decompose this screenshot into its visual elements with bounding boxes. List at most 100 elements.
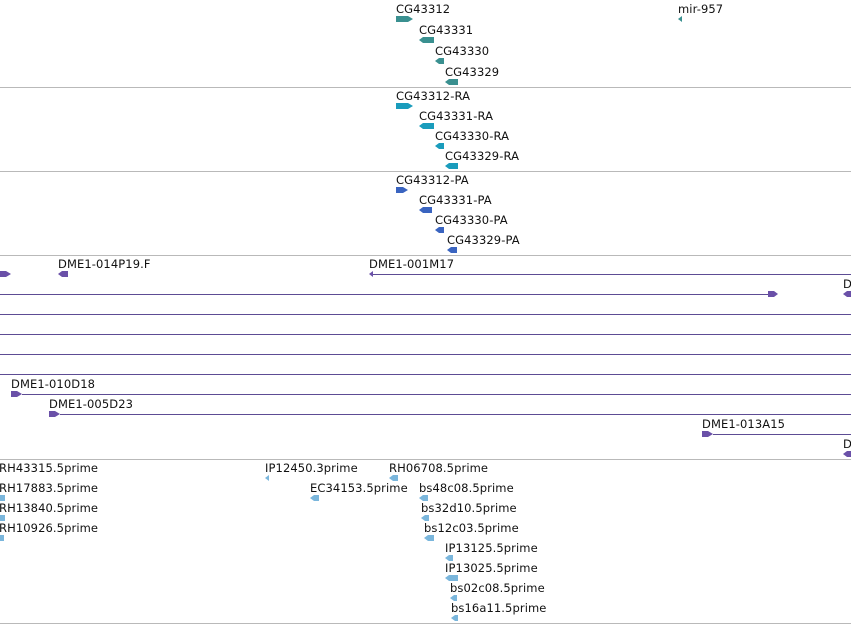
est-feature[interactable] (425, 515, 429, 521)
track-separator (0, 87, 851, 88)
est-feature[interactable] (423, 495, 428, 501)
arrow-right-icon (6, 270, 11, 277)
gene-feature[interactable] (423, 37, 434, 43)
protein-label[interactable]: CG43331-PA (419, 193, 492, 207)
est-feature[interactable] (0, 495, 5, 501)
clone-label[interactable]: DME1-005D23 (49, 397, 134, 411)
clone-feature[interactable] (0, 271, 6, 277)
est-label[interactable]: RH13840.5prime (0, 501, 99, 515)
clone-line[interactable] (0, 294, 768, 295)
clone-line[interactable] (0, 354, 851, 355)
clone-label[interactable]: D (843, 437, 851, 451)
arrow-left-icon (447, 247, 451, 253)
arrow-left-icon (843, 291, 847, 297)
track-separator (0, 255, 851, 256)
protein-feature[interactable] (439, 227, 444, 233)
clone-feature[interactable] (768, 291, 774, 297)
est-feature[interactable] (428, 535, 434, 541)
clone-feature[interactable] (702, 431, 708, 437)
protein-label[interactable]: CG43329-PA (447, 233, 520, 247)
arrow-left-icon (421, 515, 425, 521)
gene-feature[interactable] (449, 79, 458, 85)
transcript-feature[interactable] (449, 163, 458, 169)
transcript-track: CG43312-RA CG43331-RA CG43330-RA CG43329… (0, 88, 851, 171)
gene-label[interactable]: CG43330 (435, 44, 490, 58)
est-label[interactable]: bs32d10.5prime (421, 501, 517, 515)
est-label[interactable]: IP13025.5prime (445, 561, 538, 575)
transcript-label[interactable]: CG43312-RA (396, 89, 471, 103)
clone-label[interactable]: DME1-001M17 (369, 257, 455, 271)
arrow-left-icon (419, 37, 423, 43)
est-label[interactable]: bs12c03.5prime (424, 521, 519, 535)
clone-line[interactable] (0, 334, 851, 335)
arrow-left-icon (424, 535, 428, 541)
arrow-left-icon (58, 271, 62, 277)
est-label[interactable]: IP13125.5prime (445, 541, 538, 555)
clone-line[interactable] (713, 434, 851, 435)
clone-label[interactable]: DME1-013A15 (702, 417, 786, 431)
est-label[interactable]: bs02c08.5prime (450, 581, 545, 595)
clone-feature[interactable] (847, 291, 851, 297)
transcript-label[interactable]: CG43329-RA (445, 149, 520, 163)
est-feature[interactable] (455, 615, 458, 621)
protein-label[interactable]: CG43312-PA (396, 173, 469, 187)
est-label[interactable]: RH43315.5prime (0, 461, 99, 475)
arrow-left-icon (445, 555, 449, 561)
est-label[interactable]: RH06708.5prime (389, 461, 489, 475)
transcript-label[interactable]: CG43331-RA (419, 109, 494, 123)
transcript-feature[interactable] (396, 103, 408, 109)
clone-feature[interactable] (847, 451, 851, 457)
protein-feature[interactable] (423, 207, 432, 213)
protein-feature[interactable] (396, 187, 403, 193)
clone-label[interactable]: DME1-010D18 (11, 377, 96, 391)
transcript-label[interactable]: CG43330-RA (435, 129, 510, 143)
arrow-left-icon (419, 123, 423, 129)
arrow-left-icon (435, 58, 439, 64)
clone-feature[interactable] (49, 411, 55, 417)
arrow-left-icon (451, 615, 455, 621)
arrow-left-icon (435, 227, 439, 233)
clone-line[interactable] (373, 274, 851, 275)
arrow-right-icon (774, 290, 778, 297)
arrow-right-icon (403, 186, 408, 193)
est-feature[interactable] (393, 475, 398, 481)
clone-line[interactable] (0, 314, 851, 315)
est-label[interactable]: EC34153.5prime (310, 481, 408, 495)
clone-line[interactable] (60, 414, 851, 415)
clone-feature[interactable] (11, 391, 17, 397)
arrow-left-icon (445, 575, 449, 581)
arrow-left-icon (843, 451, 847, 457)
est-label[interactable]: bs48c08.5prime (419, 481, 514, 495)
clone-line[interactable] (0, 374, 851, 375)
protein-label[interactable]: CG43330-PA (435, 213, 508, 227)
clone-feature[interactable] (62, 271, 68, 277)
gene-track: CG43312 CG43331 CG43330 CG43329 mir-957 (0, 0, 851, 87)
arrow-left-icon (389, 475, 393, 481)
gene-feature[interactable] (439, 58, 444, 64)
gene-label[interactable]: CG43312 (396, 2, 451, 16)
est-feature[interactable] (314, 495, 319, 501)
est-feature[interactable] (449, 575, 458, 581)
protein-feature[interactable] (451, 247, 457, 253)
est-feature[interactable] (0, 535, 4, 541)
est-feature[interactable] (0, 515, 5, 521)
gene-feature[interactable] (396, 16, 408, 22)
transcript-feature[interactable] (423, 123, 434, 129)
est-label[interactable]: bs16a11.5prime (451, 601, 547, 615)
gene-label[interactable]: CG43329 (445, 65, 500, 79)
transcript-feature[interactable] (439, 143, 444, 149)
est-label[interactable]: RH17883.5prime (0, 481, 99, 495)
est-label[interactable]: RH10926.5prime (0, 521, 99, 535)
clone-label[interactable]: D (843, 277, 851, 291)
clone-label[interactable]: DME1-014P19.F (58, 257, 151, 271)
est-label[interactable]: IP12450.3prime (265, 461, 358, 475)
arrow-right-icon (708, 430, 713, 437)
gene-label[interactable]: CG43331 (419, 23, 474, 37)
est-feature[interactable] (449, 555, 453, 561)
arrow-left-icon (678, 16, 682, 22)
arrow-left-icon (450, 595, 454, 601)
est-feature[interactable] (454, 595, 457, 601)
clone-line[interactable] (22, 394, 851, 395)
gene-label[interactable]: mir-957 (678, 2, 724, 16)
arrow-right-icon (408, 102, 413, 109)
